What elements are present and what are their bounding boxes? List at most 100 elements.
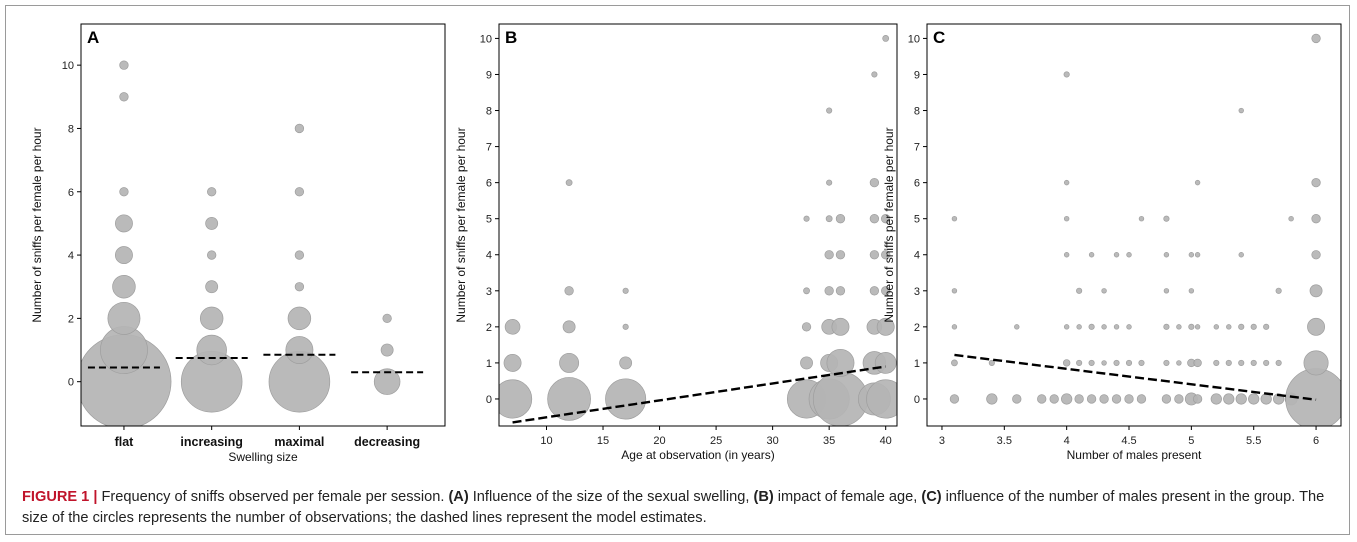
panel-b-ytick-label: 0 bbox=[486, 394, 492, 406]
panel-c-data-point bbox=[1309, 284, 1323, 298]
panel-a-xtick-label: decreasing bbox=[354, 435, 420, 449]
panel-a-data-point bbox=[285, 336, 314, 364]
panel-c-data-point bbox=[1288, 215, 1294, 222]
panel-b-data-point bbox=[826, 179, 833, 186]
panel-c-data-point bbox=[1250, 359, 1257, 366]
panel-a-xtick-label: flat bbox=[115, 435, 135, 449]
panel-a-data-point bbox=[294, 282, 305, 292]
panel-b-ytick-label: 4 bbox=[486, 250, 492, 262]
panel-c-data-point bbox=[1311, 33, 1321, 44]
panel-c-xtick-label: 3.5 bbox=[997, 435, 1012, 447]
panel-c-data-point bbox=[951, 324, 958, 330]
panel-c-data-point bbox=[1263, 359, 1270, 366]
panel-c-data-point bbox=[1076, 324, 1082, 330]
panel-b-data-point bbox=[562, 320, 576, 334]
panel-a-data-point bbox=[115, 214, 133, 233]
panel-b-data-point bbox=[876, 317, 895, 336]
panel-c-points-group bbox=[949, 33, 1341, 426]
panel-b-data-point bbox=[881, 250, 891, 260]
panel-c-data-point bbox=[1275, 359, 1282, 366]
panel-b-data-point bbox=[824, 250, 834, 260]
caption-text-3: impact of female age, bbox=[773, 489, 922, 505]
panel-a-ytick-label: 0 bbox=[68, 377, 74, 389]
panel-b-data-point bbox=[824, 286, 834, 296]
panel-c-ytick-label: 3 bbox=[914, 286, 920, 298]
panel-c-data-point bbox=[1101, 360, 1107, 366]
panel-c-xtick-label: 4 bbox=[1064, 435, 1070, 447]
panel-c-data-point bbox=[1192, 394, 1203, 404]
panel-c-xtick-label: 4.5 bbox=[1121, 435, 1136, 447]
panel-b-points-group bbox=[499, 35, 897, 426]
panel-b-data-point bbox=[801, 322, 812, 332]
panel-c-data-point bbox=[1101, 288, 1107, 294]
panel-c-estimate-line bbox=[954, 353, 1317, 401]
panel-c-data-point bbox=[1250, 323, 1257, 330]
panel-b-data-point bbox=[869, 286, 880, 296]
panel-b-data-point bbox=[866, 379, 897, 419]
panel-b-ytick-label: 9 bbox=[486, 69, 492, 81]
panel-c-data-point bbox=[1248, 393, 1260, 405]
panel-b-ytick-label: 7 bbox=[486, 142, 492, 154]
panel-c-data-point bbox=[951, 288, 958, 294]
panel-b-data-point bbox=[835, 250, 846, 260]
panel-c-data-point bbox=[1076, 359, 1083, 366]
panel-a-data-point bbox=[294, 250, 305, 260]
panel-c-data-point bbox=[1113, 324, 1120, 330]
panel-a-ytick-label: 2 bbox=[68, 313, 74, 325]
panel-b-data-point bbox=[869, 214, 880, 224]
panel-c-ytick-label: 5 bbox=[914, 214, 920, 226]
panel-c-xtick-label: 3 bbox=[939, 435, 945, 447]
panel-c-data-point bbox=[1275, 287, 1282, 294]
panel-b-data-point bbox=[803, 215, 810, 222]
panel-a-ytick-label: 6 bbox=[68, 187, 74, 199]
panel-c-data-point bbox=[1113, 359, 1120, 366]
panel-c-data-point bbox=[1101, 324, 1107, 330]
panel-c-chart: 0 1 2 3 4 5 6 7 8 9 10 3 3.5 4 4.5 5 5.5 6 Number of males… bbox=[882, 23, 1342, 462]
panel-b-data-point bbox=[831, 317, 850, 336]
panel-c-data-point bbox=[1238, 323, 1245, 330]
caption-text-4: influence of the number of males present… bbox=[22, 489, 1325, 526]
panel-c-data-point bbox=[1138, 215, 1145, 222]
panel-a-ytick-label: 10 bbox=[62, 60, 74, 72]
panel-c-letter: C bbox=[933, 28, 945, 47]
panel-b-xtick-label: 25 bbox=[710, 435, 722, 447]
panel-b-data-point bbox=[826, 107, 833, 114]
panel-b-data-point bbox=[826, 348, 855, 377]
panel-a-data-point bbox=[207, 250, 217, 260]
panel-a-data-point bbox=[294, 123, 305, 134]
panel-c-ytick-label: 8 bbox=[914, 106, 920, 118]
panel-c-data-point bbox=[1188, 323, 1195, 330]
panel-c-data-point bbox=[1194, 324, 1201, 330]
panel-a-ytick-label: 8 bbox=[68, 123, 74, 135]
panel-b-xtick-label: 35 bbox=[823, 435, 835, 447]
panel-b-xtick-label: 30 bbox=[767, 435, 779, 447]
panel-a-data-point bbox=[112, 274, 136, 299]
panel-c-data-point bbox=[949, 394, 960, 404]
panel-c-data-point bbox=[1076, 287, 1083, 294]
panel-a-chart: 0 2 4 6 8 10 flat increasing maximal decreasing Sw… bbox=[30, 23, 446, 464]
panel-c-data-point bbox=[1188, 288, 1195, 294]
panel-c-data-point bbox=[1307, 317, 1326, 336]
panel-c-data-point bbox=[1136, 394, 1147, 404]
panel-c-data-point bbox=[1163, 323, 1170, 330]
caption-text-1: Frequency of sniffs observed per female … bbox=[97, 489, 449, 505]
panel-c-data-point bbox=[1163, 288, 1170, 294]
panel-a-xtick-label: increasing bbox=[180, 435, 243, 449]
panel-b-ytick-label: 2 bbox=[486, 322, 492, 334]
panel-a-ytick-label: 4 bbox=[68, 250, 74, 262]
panel-b-letter: B bbox=[505, 28, 517, 47]
panel-b-data-point bbox=[800, 356, 813, 370]
panel-c-data-point bbox=[1176, 324, 1182, 330]
panel-a-data-point bbox=[382, 313, 392, 324]
panel-c-data-point bbox=[1063, 179, 1070, 186]
panel-a-data-point bbox=[287, 306, 312, 331]
panel-c-data-point bbox=[951, 215, 958, 222]
panel-c-data-point bbox=[1088, 359, 1095, 366]
panel-c-data-point bbox=[1074, 394, 1084, 404]
panel-b-data-point bbox=[882, 35, 890, 42]
panel-c-data-point bbox=[1174, 394, 1184, 404]
panel-a-xtick-label: maximal bbox=[274, 435, 324, 449]
panel-c-data-point bbox=[1235, 393, 1247, 405]
panel-b-data-point bbox=[564, 286, 574, 296]
panel-a-data-point bbox=[199, 306, 224, 331]
